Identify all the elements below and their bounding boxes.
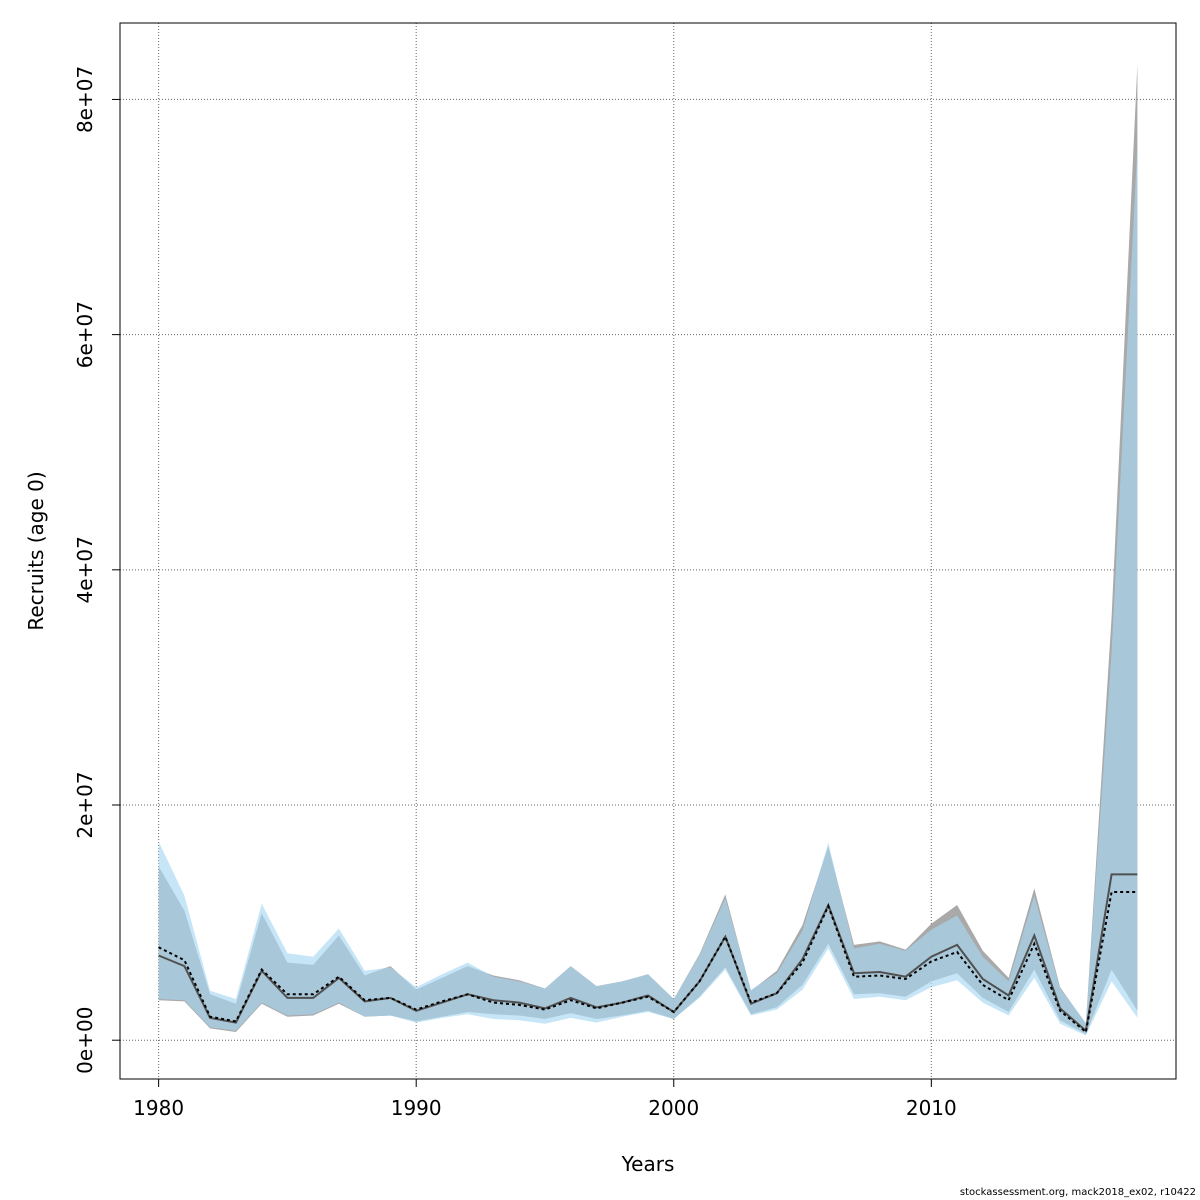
plot-border (119, 22, 1177, 1080)
y-tick-label: 8e+07 (73, 66, 97, 133)
series-line-2 (158, 891, 1138, 1034)
confidence-band-1 (158, 64, 1138, 1035)
x-tick-label: 2000 (648, 1096, 699, 1120)
y-tick-label: 2e+07 (73, 771, 97, 838)
grid-lines (120, 23, 1176, 1079)
x-tick-label: 1990 (391, 1096, 442, 1120)
y-tick-label: 0e+00 (73, 1007, 97, 1074)
x-axis-label: Years (621, 1152, 675, 1176)
footer-credit: stockassessment.org, mack2018_ex02, r104… (959, 1187, 1196, 1198)
axes: 1980 1990 2000 2010 0e+00 2e+07 4e+07 6e+07 8e+0… (73, 66, 957, 1120)
y-axis-label: Recruits (age 0) (24, 471, 48, 630)
y-tick-label: 4e+07 (73, 536, 97, 603)
y-tick-label: 6e+07 (73, 301, 97, 368)
confidence-band-2 (158, 146, 1138, 1036)
x-tick-label: 2010 (906, 1096, 957, 1120)
series-lines (158, 873, 1138, 1034)
series-line-1 (158, 873, 1138, 1033)
x-tick-label: 1980 (133, 1096, 184, 1120)
confidence-bands (158, 64, 1138, 1036)
